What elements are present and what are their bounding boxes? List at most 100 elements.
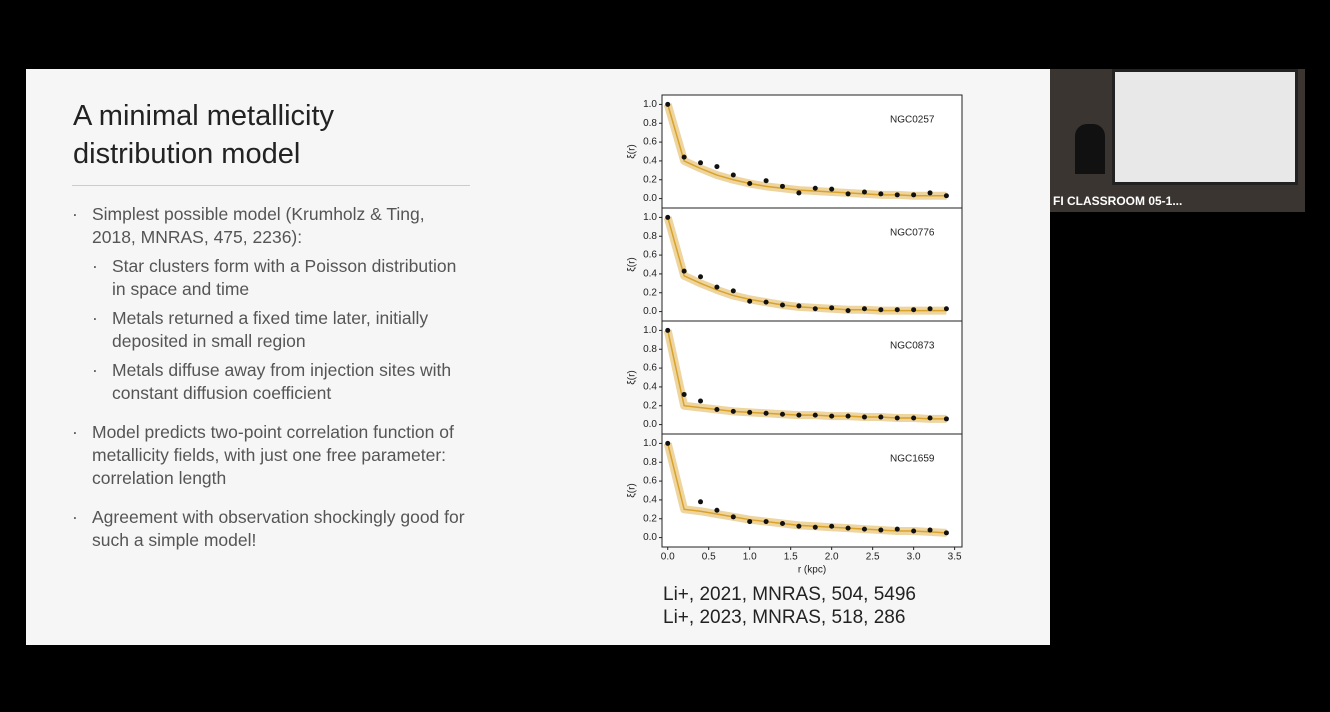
data-point xyxy=(796,303,802,309)
y-tick-label: 0.2 xyxy=(643,400,657,411)
data-point xyxy=(878,191,884,197)
slide-title: A minimal metallicity distribution model xyxy=(73,100,335,170)
data-point xyxy=(927,306,933,312)
y-tick-label: 0.0 xyxy=(643,193,657,204)
data-point xyxy=(747,519,753,525)
data-point xyxy=(845,308,851,314)
bullet-list: Simplest possible model (Krumholz & Ting… xyxy=(72,203,472,568)
y-tick-label: 0.6 xyxy=(643,137,657,148)
model-line xyxy=(667,217,947,312)
data-point xyxy=(665,327,671,333)
data-point xyxy=(681,391,687,397)
data-point xyxy=(894,415,900,421)
bullet: Model predicts two-point correlation fun… xyxy=(72,421,472,490)
data-point xyxy=(714,507,720,513)
data-point xyxy=(714,164,720,170)
y-tick-label: 1.0 xyxy=(643,99,657,110)
y-tick-label: 0.6 xyxy=(643,363,657,374)
data-point xyxy=(779,520,785,526)
data-point xyxy=(698,274,704,280)
data-point xyxy=(698,499,704,505)
model-line xyxy=(667,330,947,420)
data-point xyxy=(796,523,802,529)
data-point xyxy=(796,412,802,418)
y-tick-label: 0.0 xyxy=(643,532,657,543)
panel-label: NGC0776 xyxy=(890,228,935,239)
x-tick-label: 2.0 xyxy=(825,552,839,563)
bullet-text: Simplest possible model (Krumholz & Ting… xyxy=(92,204,425,247)
y-tick-label: 0.2 xyxy=(643,174,657,185)
data-point xyxy=(812,524,818,530)
reference: Li+, 2023, MNRAS, 518, 286 xyxy=(663,607,906,628)
data-point xyxy=(911,192,917,198)
y-tick-label: 0.2 xyxy=(643,513,657,524)
y-tick-label: 0.2 xyxy=(643,287,657,298)
data-point xyxy=(927,190,933,196)
data-point xyxy=(894,526,900,532)
data-point xyxy=(812,306,818,312)
data-point xyxy=(894,192,900,198)
panel-label: NGC0873 xyxy=(890,341,935,352)
x-tick-label: 1.5 xyxy=(784,552,798,563)
sub-bullet: Star clusters form with a Poisson distri… xyxy=(92,255,472,301)
data-point xyxy=(861,526,867,532)
y-tick-label: 0.4 xyxy=(643,495,657,506)
data-point xyxy=(730,288,736,294)
data-point xyxy=(698,398,704,404)
panel-frame xyxy=(661,94,963,209)
bullet: Agreement with observation shockingly go… xyxy=(72,506,472,552)
x-tick-label: 3.5 xyxy=(948,552,962,563)
data-point xyxy=(747,298,753,304)
y-axis-label: ξ(r) xyxy=(627,144,638,158)
data-point xyxy=(943,193,949,199)
y-axis-label: ξ(r) xyxy=(627,483,638,497)
x-tick-label: 0.5 xyxy=(702,552,716,563)
y-axis-label: ξ(r) xyxy=(627,257,638,271)
x-axis-label: r (kpc) xyxy=(798,565,826,576)
panel-frame xyxy=(661,207,963,322)
data-point xyxy=(943,530,949,536)
data-point xyxy=(861,189,867,195)
data-point xyxy=(878,414,884,420)
data-point xyxy=(730,172,736,178)
data-point xyxy=(681,154,687,160)
data-point xyxy=(878,527,884,533)
data-point xyxy=(681,268,687,274)
y-axis-label: ξ(r) xyxy=(627,370,638,384)
data-point xyxy=(812,412,818,418)
data-point xyxy=(698,160,704,166)
y-tick-label: 0.8 xyxy=(643,231,657,242)
data-point xyxy=(894,307,900,313)
reference: Li+, 2021, MNRAS, 504, 5496 xyxy=(663,584,916,605)
data-point xyxy=(911,528,917,534)
y-tick-label: 1.0 xyxy=(643,325,657,336)
data-point xyxy=(861,306,867,312)
data-point xyxy=(763,519,769,525)
data-point xyxy=(943,306,949,312)
y-tick-label: 0.6 xyxy=(643,250,657,261)
data-point xyxy=(763,178,769,184)
x-tick-label: 0.0 xyxy=(661,552,675,563)
webcam-screen xyxy=(1112,69,1298,185)
data-point xyxy=(665,101,671,107)
data-point xyxy=(845,191,851,197)
data-point xyxy=(829,305,835,311)
data-point xyxy=(796,190,802,196)
webcam-label: FI CLASSROOM 05-1... xyxy=(1053,194,1183,208)
data-point xyxy=(779,302,785,308)
webcam-person xyxy=(1075,124,1105,174)
y-tick-label: 1.0 xyxy=(643,438,657,449)
data-point xyxy=(665,214,671,220)
y-tick-label: 0.8 xyxy=(643,457,657,468)
data-point xyxy=(747,181,753,187)
data-point xyxy=(845,525,851,531)
data-point xyxy=(943,416,949,422)
x-tick-label: 1.0 xyxy=(743,552,757,563)
data-point xyxy=(714,284,720,290)
panel-label: NGC0257 xyxy=(890,115,935,126)
model-line xyxy=(667,443,947,534)
panel-frame xyxy=(661,433,963,548)
data-point xyxy=(747,409,753,415)
data-point xyxy=(845,413,851,419)
